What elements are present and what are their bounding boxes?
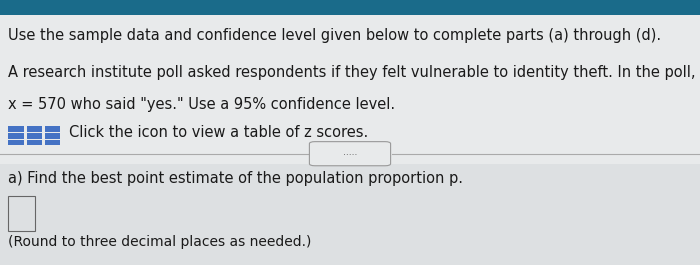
- FancyBboxPatch shape: [27, 140, 42, 145]
- FancyBboxPatch shape: [0, 164, 700, 265]
- FancyBboxPatch shape: [8, 126, 24, 132]
- FancyBboxPatch shape: [27, 133, 42, 139]
- Text: (Round to three decimal places as needed.): (Round to three decimal places as needed…: [8, 235, 312, 249]
- FancyBboxPatch shape: [45, 140, 60, 145]
- FancyBboxPatch shape: [45, 126, 60, 132]
- Text: Use the sample data and confidence level given below to complete parts (a) throu: Use the sample data and confidence level…: [8, 28, 661, 43]
- FancyBboxPatch shape: [0, 0, 700, 15]
- FancyBboxPatch shape: [8, 133, 24, 139]
- Text: .....: .....: [343, 148, 357, 157]
- Text: x = 570 who said "yes." Use a 95% confidence level.: x = 570 who said "yes." Use a 95% confid…: [8, 97, 395, 112]
- FancyBboxPatch shape: [8, 196, 35, 231]
- FancyBboxPatch shape: [8, 140, 24, 145]
- Text: Click the icon to view a table of z scores.: Click the icon to view a table of z scor…: [69, 125, 368, 140]
- FancyBboxPatch shape: [45, 133, 60, 139]
- Text: a) Find the best point estimate of the population proportion p.: a) Find the best point estimate of the p…: [8, 171, 463, 186]
- FancyBboxPatch shape: [309, 142, 391, 166]
- Text: A research institute poll asked respondents if they felt vulnerable to identity : A research institute poll asked responde…: [8, 65, 700, 80]
- FancyBboxPatch shape: [27, 126, 42, 132]
